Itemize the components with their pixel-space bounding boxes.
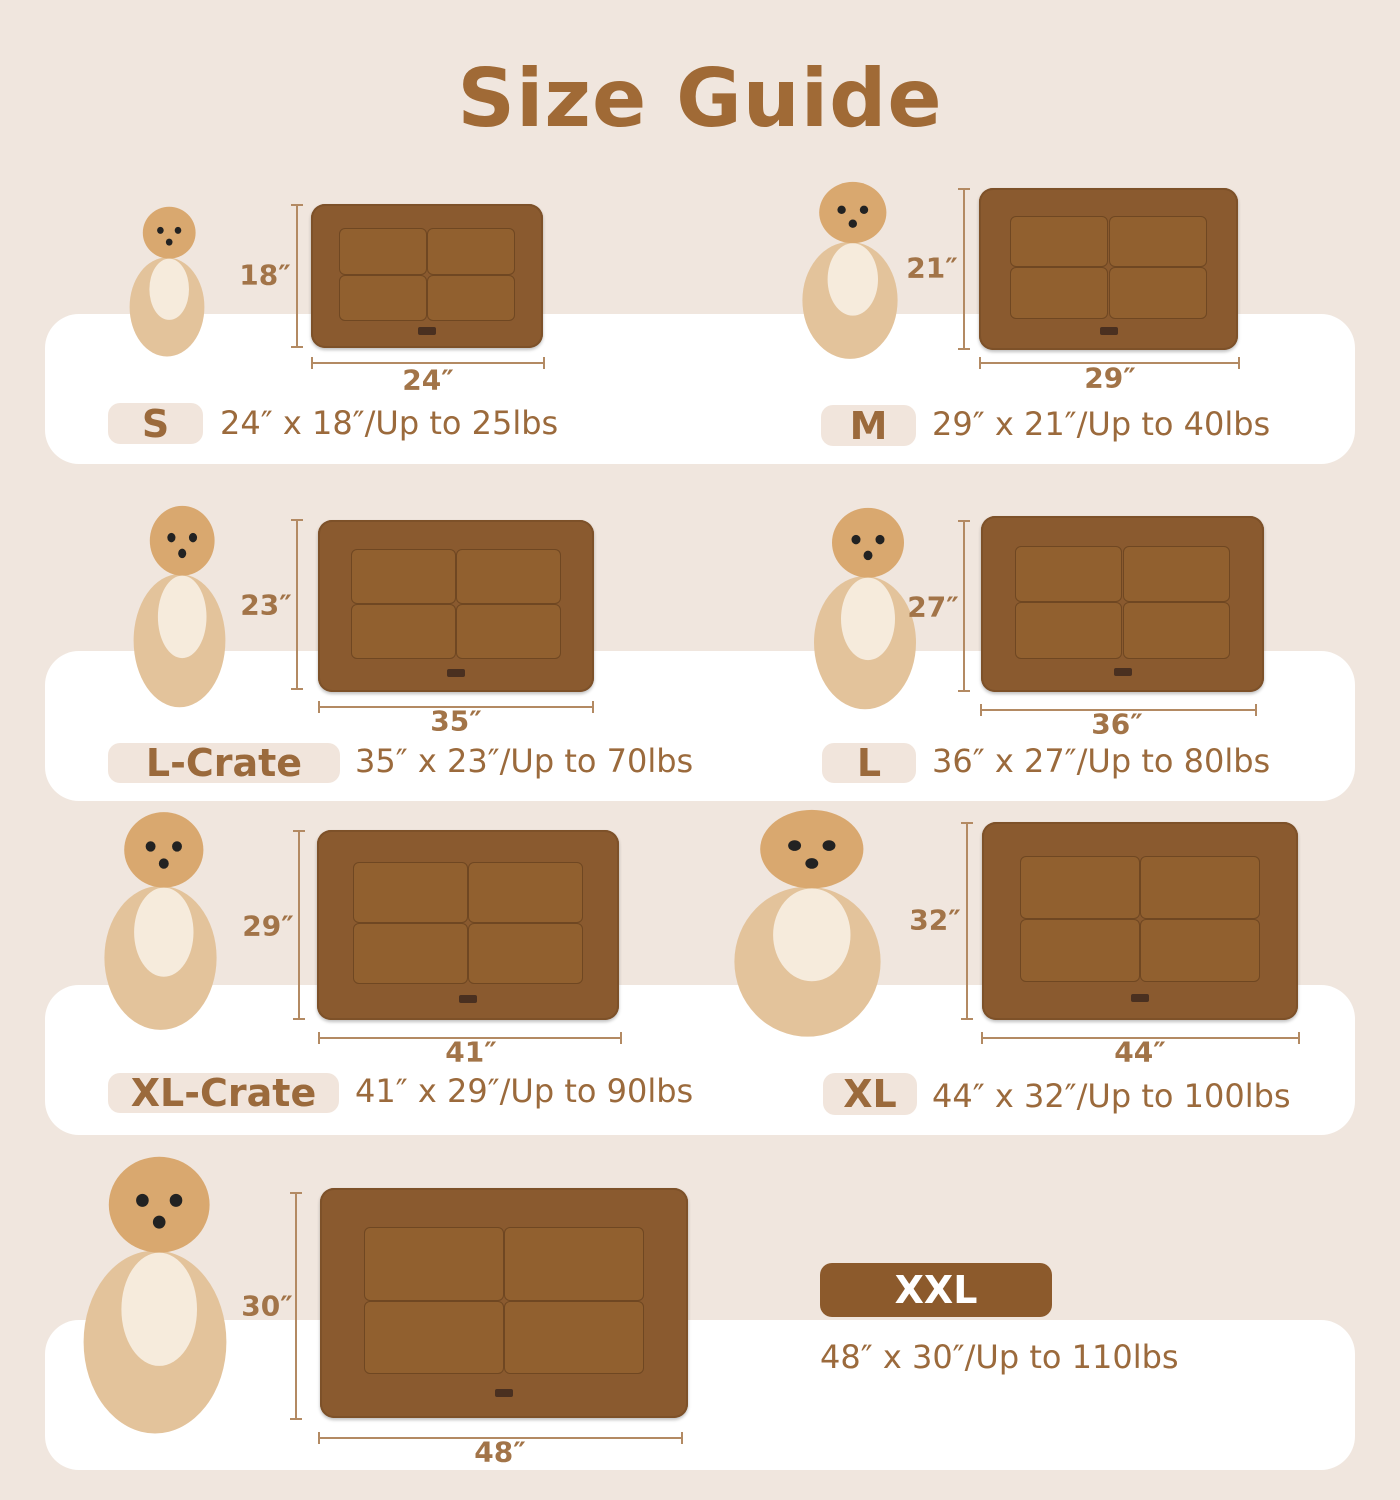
size-badge: L xyxy=(822,741,916,785)
mat-quilt-panel xyxy=(1019,855,1140,920)
mat-label-tag xyxy=(495,1389,513,1398)
dog-mat-image xyxy=(981,516,1264,692)
mat-quilt-panel xyxy=(338,274,427,321)
width-dimension-line xyxy=(980,704,1257,716)
shiba-inu-dog-image xyxy=(78,795,243,1035)
height-dimension-line xyxy=(291,204,303,348)
width-label: 44″ xyxy=(1114,1035,1166,1069)
size-badge: S xyxy=(108,402,203,446)
chihuahua-dog-image xyxy=(112,195,222,360)
mat-quilt-panel xyxy=(1122,545,1231,603)
mat-quilt-panel xyxy=(338,228,427,275)
mat-quilt-panel xyxy=(1014,545,1123,603)
dog-mat-image xyxy=(320,1188,688,1418)
size-badge: M xyxy=(821,404,916,448)
mat-quilt-panel xyxy=(351,604,456,660)
height-dimension-line xyxy=(958,520,970,692)
width-label: 35″ xyxy=(430,704,482,738)
mat-quilt-panel xyxy=(427,274,516,321)
dog-mat-image xyxy=(979,188,1238,350)
mat-label-tag xyxy=(459,994,477,1003)
mat-quilt-panel xyxy=(468,862,583,924)
mat-quilt-panel xyxy=(353,862,468,924)
width-label: 48″ xyxy=(474,1435,526,1469)
size-badge: L-Crate xyxy=(108,741,340,785)
mat-label-tag xyxy=(418,327,436,336)
mat-quilt-panel xyxy=(353,923,468,984)
size-spec-text: 41″ x 29″/Up to 90lbs xyxy=(355,1072,694,1110)
size-spec-text: 44″ x 32″/Up to 100lbs xyxy=(932,1077,1291,1115)
size-badge: XL xyxy=(823,1072,917,1116)
mat-label-tag xyxy=(1099,327,1118,336)
dog-mat-image xyxy=(318,520,594,692)
mat-quilt-panel xyxy=(468,923,583,984)
dog-mat-image xyxy=(982,822,1298,1020)
height-label: 30″ xyxy=(241,1289,293,1323)
height-label: 23″ xyxy=(240,588,292,622)
mat-quilt-panel xyxy=(456,604,561,660)
height-label: 21″ xyxy=(906,251,958,285)
size-spec-text: 35″ x 23″/Up to 70lbs xyxy=(355,742,694,780)
dog-mat-image xyxy=(311,204,543,348)
fluffy-puppy-dog-image xyxy=(780,168,920,363)
size-badge: XL-Crate xyxy=(108,1071,339,1115)
height-dimension-line xyxy=(958,188,970,350)
mat-quilt-panel xyxy=(504,1227,644,1301)
width-label: 29″ xyxy=(1084,361,1136,395)
mat-quilt-panel xyxy=(351,549,456,605)
size-spec-text: 48″ x 30″/Up to 110lbs xyxy=(820,1338,1179,1376)
white-golden-retriever-dog-image xyxy=(50,1135,260,1440)
mat-label-tag xyxy=(1131,994,1149,1003)
width-dimension-line xyxy=(981,1032,1300,1044)
dog-mat-image xyxy=(317,830,619,1020)
mat-quilt-panel xyxy=(1014,602,1123,659)
size-spec-text: 36″ x 27″/Up to 80lbs xyxy=(932,742,1271,780)
mat-quilt-panel xyxy=(1140,855,1261,920)
mat-quilt-panel xyxy=(1019,919,1140,983)
mat-quilt-panel xyxy=(456,549,561,605)
height-label: 32″ xyxy=(909,903,961,937)
mat-quilt-panel xyxy=(1108,215,1207,268)
width-dimension-line xyxy=(318,701,594,713)
mat-quilt-panel xyxy=(1122,602,1231,659)
width-dimension-line xyxy=(311,357,545,369)
width-label: 41″ xyxy=(445,1035,497,1069)
width-dimension-line xyxy=(318,1432,683,1444)
mat-label-tag xyxy=(447,668,465,677)
width-dimension-line xyxy=(318,1032,622,1044)
mat-quilt-panel xyxy=(364,1300,504,1375)
height-dimension-line xyxy=(961,822,973,1020)
corgi-dog-image xyxy=(112,490,247,712)
width-label: 36″ xyxy=(1091,707,1143,741)
page-title: Size Guide xyxy=(457,52,943,145)
mat-quilt-panel xyxy=(1010,215,1109,268)
mat-quilt-panel xyxy=(1140,919,1261,983)
height-label: 27″ xyxy=(907,590,959,624)
size-spec-text: 29″ x 21″/Up to 40lbs xyxy=(932,405,1271,443)
mat-quilt-panel xyxy=(364,1227,504,1301)
mat-quilt-panel xyxy=(427,228,516,275)
height-label: 18″ xyxy=(239,258,291,292)
size-band xyxy=(45,1320,1355,1470)
mat-quilt-panel xyxy=(504,1300,644,1375)
width-label: 24″ xyxy=(402,363,454,397)
mat-quilt-panel xyxy=(1108,267,1207,320)
height-label: 29″ xyxy=(242,909,294,943)
mat-label-tag xyxy=(1113,668,1132,677)
height-dimension-line xyxy=(291,519,303,690)
mat-quilt-panel xyxy=(1010,267,1109,320)
height-dimension-line xyxy=(290,1192,302,1420)
width-dimension-line xyxy=(979,357,1240,369)
border-collie-dog-image xyxy=(790,492,940,714)
size-badge: XXL xyxy=(820,1263,1052,1317)
size-spec-text: 24″ x 18″/Up to 25lbs xyxy=(220,404,559,442)
golden-retriever-dog-image xyxy=(700,792,915,1042)
height-dimension-line xyxy=(293,830,305,1020)
